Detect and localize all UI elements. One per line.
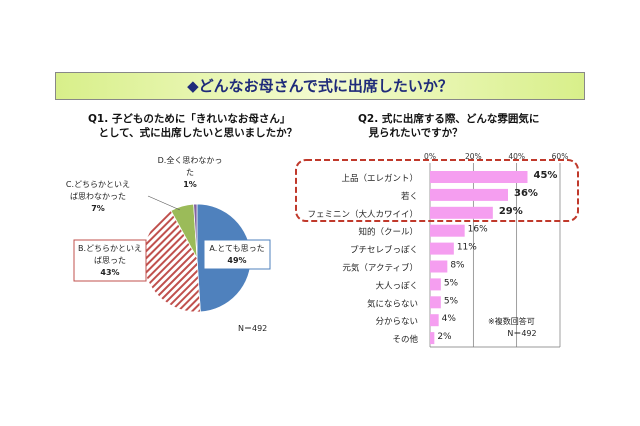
- q1-title: Q1. 子どものために「きれいなお母さん」 として、式に出席したいと思いましたか…: [88, 113, 298, 139]
- pie-label-box: [203, 239, 271, 270]
- pie-category-label: た: [186, 168, 194, 177]
- pie-category-label: ば思った: [94, 256, 126, 265]
- pie-slice: [193, 203, 198, 259]
- pie-label-box: [73, 239, 147, 282]
- category-label: フェミニン（大人カワイイ）: [307, 209, 418, 220]
- pie-value-label: 49%: [227, 256, 246, 265]
- category-label: 元気（アクティブ）: [342, 263, 418, 274]
- q2-title: Q2. 式に出席する際、どんな雰囲気に 見られたいですか？: [358, 113, 540, 139]
- data-label: 2%: [437, 332, 452, 342]
- category-label: その他: [392, 334, 418, 345]
- bar: [430, 171, 528, 183]
- bar: [430, 278, 441, 291]
- data-label: 8%: [450, 261, 465, 271]
- data-label: 11%: [457, 243, 477, 253]
- leader-line: [147, 195, 181, 211]
- bar-note-n: N＝492: [507, 329, 536, 338]
- x-tick-label: 40%: [508, 152, 525, 161]
- pie-value-label: 7%: [91, 204, 105, 213]
- data-label: 45%: [534, 170, 558, 181]
- bar: [430, 332, 435, 345]
- data-label: 5%: [444, 278, 459, 288]
- bar: [430, 188, 508, 201]
- note-multiple-answers: ※複数回答可: [488, 316, 535, 326]
- bar: [430, 296, 441, 309]
- pie-category-label: D.全く思わなかっ: [158, 155, 223, 165]
- category-label: 分からない: [375, 317, 418, 327]
- pie-category-label: C.どちらかといえ: [66, 180, 130, 189]
- x-tick-label: 0%: [424, 152, 436, 161]
- pie-note: N＝492: [238, 324, 267, 333]
- data-label: 29%: [499, 206, 523, 217]
- bar: [430, 260, 448, 273]
- x-tick-label: 20%: [465, 152, 482, 161]
- category-label: 上品（エレガント）: [341, 173, 418, 184]
- category-label: 大人っぽく: [375, 280, 418, 291]
- pie-value-label: 43%: [100, 268, 119, 277]
- pie-value-label: 1%: [183, 180, 197, 189]
- category-label: 若く: [401, 191, 418, 202]
- category-label: 気にならない: [367, 298, 418, 309]
- data-label: 4%: [442, 314, 457, 324]
- pie-category-label: A.とても思った: [209, 244, 264, 253]
- data-label: 16%: [468, 225, 488, 235]
- category-label: 知的（クール）: [358, 227, 418, 238]
- data-label: 36%: [514, 188, 538, 199]
- bar: [430, 242, 454, 255]
- highlight-box: [295, 159, 579, 222]
- bar: [430, 314, 439, 327]
- page-title: ◆どんなお母さんで式に出席したいか？: [55, 72, 585, 100]
- x-tick-label: 60%: [552, 152, 569, 161]
- bar: [430, 224, 465, 237]
- pie-category-label: ば思わなかった: [70, 192, 126, 201]
- bar: [430, 206, 493, 219]
- data-label: 5%: [444, 296, 459, 306]
- pie-category-label: B.どちらかといえ: [78, 244, 142, 253]
- category-label: プチセレブっぽく: [350, 245, 418, 256]
